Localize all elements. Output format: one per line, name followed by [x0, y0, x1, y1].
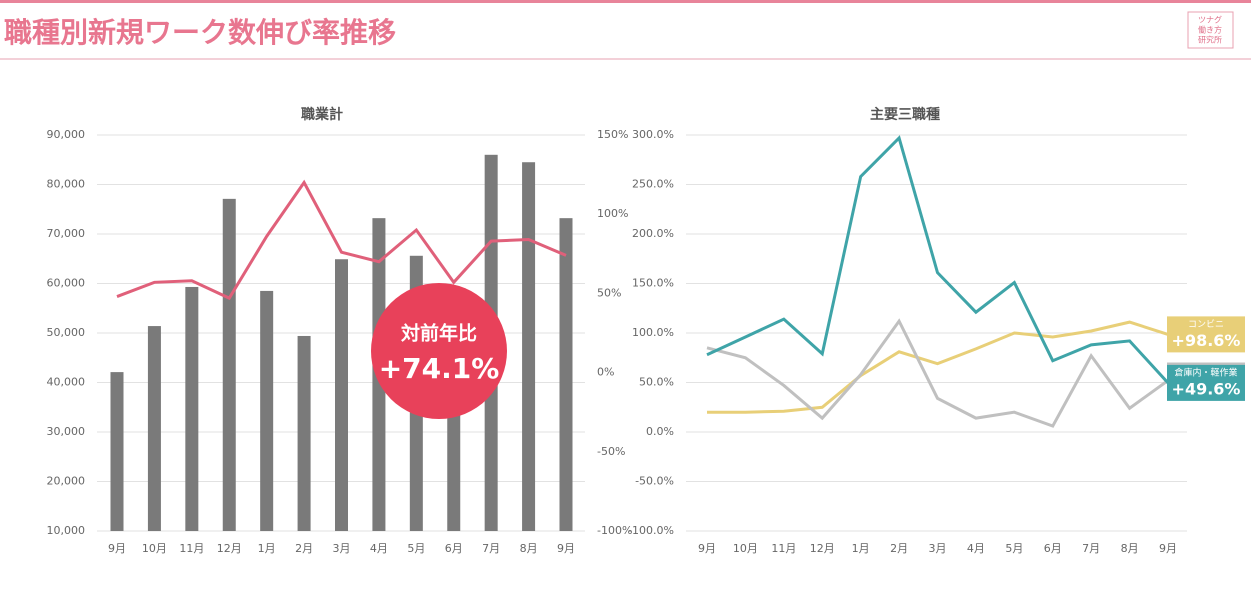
y2-tick-label: 50% [597, 286, 621, 299]
y-tick-label: 10,000 [47, 524, 86, 537]
y-tick-label: 150.0% [632, 277, 674, 290]
x-tick-label: 4月 [967, 542, 985, 555]
line [116, 179, 567, 301]
x-tick-label: 3月 [929, 542, 947, 555]
value-label: +49.6% [1172, 379, 1241, 398]
y-tick-label: 20,000 [47, 475, 86, 488]
x-tick-label: 8月 [1121, 542, 1139, 555]
x-tick-label: 2月 [295, 542, 313, 555]
x-tick-label: 9月 [1159, 542, 1177, 555]
y-tick-label: 70,000 [47, 227, 86, 240]
x-tick-label: 3月 [333, 542, 351, 555]
logo-text: ツナグ [1198, 15, 1222, 25]
y2-tick-label: -50% [597, 445, 625, 458]
y-tick-label: 90,000 [47, 128, 86, 141]
y-tick-label: 0.0% [646, 425, 674, 438]
x-tick-label: 11月 [179, 542, 204, 555]
bar [222, 198, 236, 532]
x-tick-label: 7月 [1082, 542, 1100, 555]
bar [110, 372, 124, 531]
y-tick-label: 50.0% [639, 376, 674, 389]
y-tick-label: -50.0% [635, 475, 674, 488]
x-tick-label: 1月 [258, 542, 276, 555]
x-tick-label: 8月 [520, 542, 538, 555]
x-tick-label: 4月 [370, 542, 388, 555]
x-tick-label: 10月 [142, 542, 167, 555]
line [706, 318, 1169, 428]
end-label-box [1167, 364, 1245, 401]
y-tick-label: 300.0% [632, 128, 674, 141]
y-tick-label: 30,000 [47, 425, 86, 438]
bar [559, 218, 573, 531]
y-tick-label: 100.0% [632, 326, 674, 339]
logo-text: 働き方 [1198, 25, 1222, 35]
x-tick-label: 6月 [1044, 542, 1062, 555]
x-tick-label: 1月 [852, 542, 870, 555]
y-tick-label: 60,000 [47, 277, 86, 290]
x-tick-label: 12月 [217, 542, 242, 555]
line [706, 135, 1170, 384]
end-label-box [1167, 316, 1245, 353]
top-bar [0, 0, 1251, 3]
logo-text: 研究所 [1198, 35, 1222, 45]
chart-title: 職業計 [301, 106, 343, 123]
x-tick-label: 5月 [1005, 542, 1023, 555]
y2-tick-label: 0% [597, 366, 614, 379]
legend-entry: 倉庫内・軽作業 [1174, 366, 1237, 378]
logo-box [1187, 11, 1234, 49]
bar [147, 326, 161, 531]
y-tick-label: 80,000 [47, 178, 86, 191]
page-title: 職種別新規ワーク数伸び率推移 [4, 16, 396, 49]
legend-entry: コンビニ [1188, 319, 1224, 330]
y2-tick-label: 100% [597, 207, 628, 220]
bar [260, 290, 274, 531]
x-tick-label: 9月 [698, 542, 716, 555]
annotation: 対前年比 [400, 322, 477, 345]
annotation: +74.1% [379, 352, 500, 385]
bar [297, 335, 311, 531]
value-label: +98.6% [1172, 331, 1241, 350]
chart-title: 主要三職種 [870, 106, 940, 123]
y-tick-label: 50,000 [47, 326, 86, 339]
y-tick-label: -100.0% [628, 524, 674, 537]
x-tick-label: 10月 [733, 542, 758, 555]
y2-tick-label: 150% [597, 128, 628, 141]
x-tick-label: 11月 [771, 542, 796, 555]
bar [185, 286, 199, 531]
annotation-circle [371, 283, 507, 419]
x-tick-label: 9月 [557, 542, 575, 555]
bar [335, 259, 348, 531]
x-tick-label: 7月 [482, 542, 500, 555]
x-tick-label: 12月 [810, 542, 835, 555]
line [707, 320, 1169, 414]
x-tick-label: 2月 [890, 542, 908, 555]
x-tick-label: 9月 [108, 542, 126, 555]
y2-tick-label: -100% [597, 524, 632, 537]
x-tick-label: 5月 [407, 542, 425, 555]
y-tick-label: 200.0% [632, 227, 674, 240]
y-tick-label: 250.0% [632, 178, 674, 191]
x-tick-label: 6月 [445, 542, 463, 555]
bar [522, 162, 536, 531]
y-tick-label: 40,000 [47, 376, 86, 389]
